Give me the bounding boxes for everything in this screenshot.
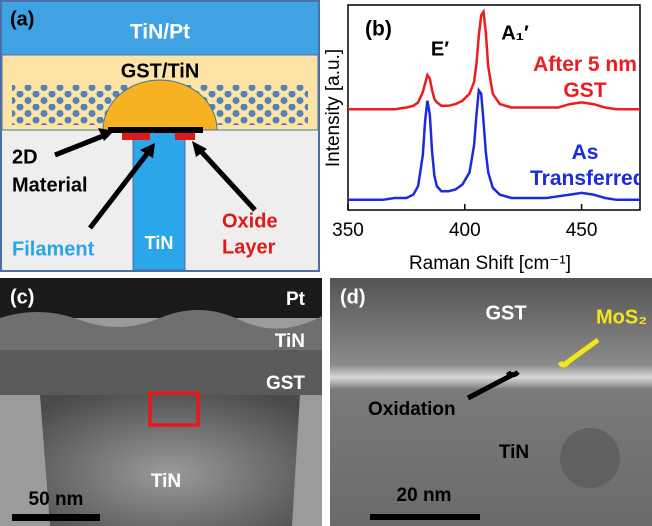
y-axis-label: Intensity [a.u.] bbox=[323, 49, 344, 167]
layer-label: TiN/Pt bbox=[130, 21, 190, 44]
layer-label: GST bbox=[266, 373, 305, 394]
series-label-box: As Transferred bbox=[530, 140, 640, 200]
layer-label: TiN bbox=[499, 442, 529, 463]
x-tick-label: 450 bbox=[566, 220, 598, 241]
dark-spot bbox=[560, 428, 620, 488]
panel-label: (a) bbox=[10, 8, 34, 30]
panel-b: (b) E′ A₁′ Raman Shift [cm⁻¹] Intensity … bbox=[323, 5, 640, 274]
series-label-box: After 5 nm GST bbox=[530, 52, 640, 112]
panel-c: (c) Pt TiN GST TiN 50 nm bbox=[0, 278, 322, 526]
x-axis-label: Raman Shift [cm⁻¹] bbox=[409, 253, 571, 274]
oxidation-label: Oxidation bbox=[368, 399, 456, 420]
scale-bar bbox=[12, 514, 100, 521]
scale-label: 20 nm bbox=[397, 485, 452, 506]
series-label: After 5 nm GST bbox=[530, 52, 640, 104]
mos2-label: MoS₂ bbox=[596, 306, 647, 328]
layer-label: TiN bbox=[275, 331, 305, 352]
figure: (a) TiN/Pt GST/TiN 2D Material Filament … bbox=[0, 0, 652, 526]
panel-a: (a) TiN/Pt GST/TiN 2D Material Filament … bbox=[1, 1, 319, 271]
oxide-block bbox=[175, 133, 195, 140]
layer-label: GST bbox=[485, 302, 526, 324]
pt-region bbox=[0, 278, 322, 318]
layer-label: GST/TiN bbox=[121, 60, 200, 82]
electrode-label: TiN bbox=[145, 233, 174, 253]
material-label: 2D bbox=[12, 146, 38, 168]
material-label: Material bbox=[12, 174, 88, 196]
layer-label: Pt bbox=[286, 289, 306, 310]
panel-d: (d) GST MoS₂ Oxidation TiN 20 nm bbox=[330, 278, 652, 526]
2d-material bbox=[108, 127, 203, 133]
scale-label: 50 nm bbox=[29, 489, 84, 510]
scale-bar bbox=[370, 514, 480, 520]
oxide-block bbox=[122, 133, 150, 140]
figure-svg: (a) TiN/Pt GST/TiN 2D Material Filament … bbox=[0, 0, 652, 526]
series-label: As Transferred bbox=[530, 140, 640, 192]
x-tick-label: 400 bbox=[449, 220, 481, 241]
peak-label: E′ bbox=[431, 38, 449, 60]
panel-label: (b) bbox=[365, 18, 392, 41]
panel-label: (d) bbox=[340, 286, 366, 308]
layer-label: TiN bbox=[151, 471, 181, 492]
peak-label: A₁′ bbox=[501, 22, 529, 44]
oxide-label: Layer bbox=[222, 236, 276, 258]
filament-label: Filament bbox=[12, 238, 95, 260]
x-tick-label: 350 bbox=[332, 220, 364, 241]
oxide-label: Oxide bbox=[222, 210, 278, 232]
panel-label: (c) bbox=[10, 286, 34, 308]
